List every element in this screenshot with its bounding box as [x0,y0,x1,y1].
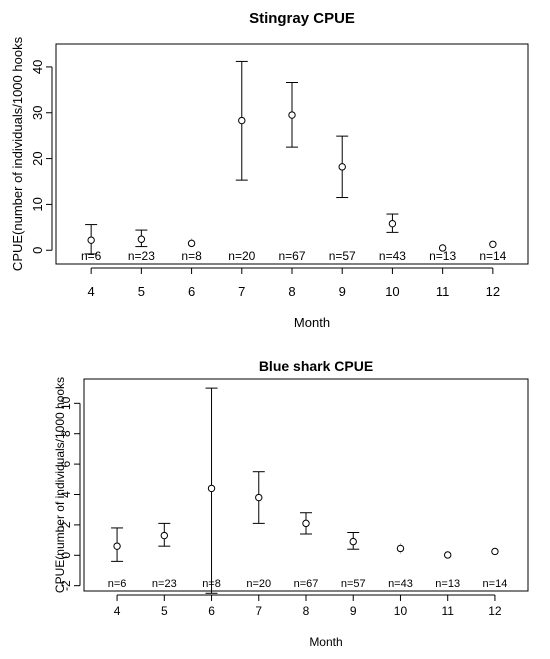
chart-2: Blue shark CPUE -2 0 2 4 6 8 10 4 5 6 7 8 9 10 11 12 Mont… [53,358,529,649]
y-axis-label: CPUE(number of individuals/1000 hooks [53,377,67,593]
x-tick-label: 11 [441,604,454,618]
x-tick-label: 5 [161,604,168,618]
data-point [238,116,246,125]
n-label: n=20 [246,578,271,590]
y-tick-label: 4 [59,491,73,498]
x-axis-label: Month [294,315,330,330]
y-tick-label: 10 [30,197,45,211]
x-tick-label: 10 [394,604,408,618]
data-point [288,111,296,119]
n-label: n=43 [379,249,406,263]
data-point [388,219,397,228]
x-tick-label: 4 [114,604,121,618]
x-tick-label: 9 [339,284,346,299]
y-tick-label: 0 [30,247,45,254]
x-tick-label: 8 [303,604,310,618]
n-label: n=57 [329,249,356,263]
data-point [489,240,497,248]
x-tick-label: 4 [88,284,95,299]
y-tick-label: 0 [59,552,73,559]
y-axis-label: CPUE(number of individuals/1000 hooks [10,36,25,271]
data-point [438,244,447,252]
n-label: n=23 [152,578,177,590]
n-label: n=6 [81,249,102,263]
n-label: n=6 [108,578,127,590]
n-label: n=23 [128,249,155,263]
x-tick-label: 6 [208,604,215,618]
y-tick-label: -2 [59,580,73,591]
y-tick-label: 6 [59,460,73,467]
data-point [207,484,216,493]
data-point [160,531,168,540]
x-tick-label: 6 [188,284,195,299]
n-label: n=14 [479,249,506,263]
n-label: n=67 [294,578,319,590]
y-tick-label: 40 [30,60,45,74]
n-label: n=8 [202,578,221,590]
data-point [302,519,310,528]
n-label: n=8 [181,249,202,263]
data-point [87,236,95,244]
data-point [187,239,196,248]
x-tick-label: 5 [138,284,145,299]
n-label: n=57 [341,578,366,590]
n-label: n=14 [483,578,508,590]
x-tick-label: 9 [350,604,357,618]
y-tick-label: 10 [59,396,73,410]
y-tick-label: 2 [59,521,73,528]
n-label: n=43 [388,578,413,590]
data-point [491,547,499,556]
x-tick-label: 7 [255,604,262,618]
x-tick-label: 7 [238,284,245,299]
chart-1: Stingray CPUE 0 10 20 30 40 4 5 6 7 8 9 10 11 12 Month C… [10,10,529,330]
x-tick-label: 12 [488,604,502,618]
x-tick-label: 8 [288,284,295,299]
x-tick-label: 10 [385,284,399,299]
n-label: n=20 [228,249,255,263]
plot-frame [55,43,529,265]
data-point [444,551,452,559]
n-label: n=67 [278,249,305,263]
x-axis-label: Month [309,635,342,649]
data-point [396,544,405,553]
data-point [137,235,146,243]
data-point [113,542,121,550]
chart-title: Blue shark CPUE [259,358,373,374]
y-tick-label: 30 [30,106,45,120]
y-tick-label: 8 [59,430,73,437]
chart-title: Stingray CPUE [249,10,355,27]
n-label: n=13 [435,578,460,590]
n-label: n=13 [429,249,456,263]
y-tick-label: 20 [30,151,45,165]
data-point [349,537,357,546]
data-point [338,163,346,171]
x-tick-label: 11 [436,284,450,299]
data-point [255,493,263,502]
plot-frame [83,378,529,592]
x-tick-label: 12 [486,284,500,299]
